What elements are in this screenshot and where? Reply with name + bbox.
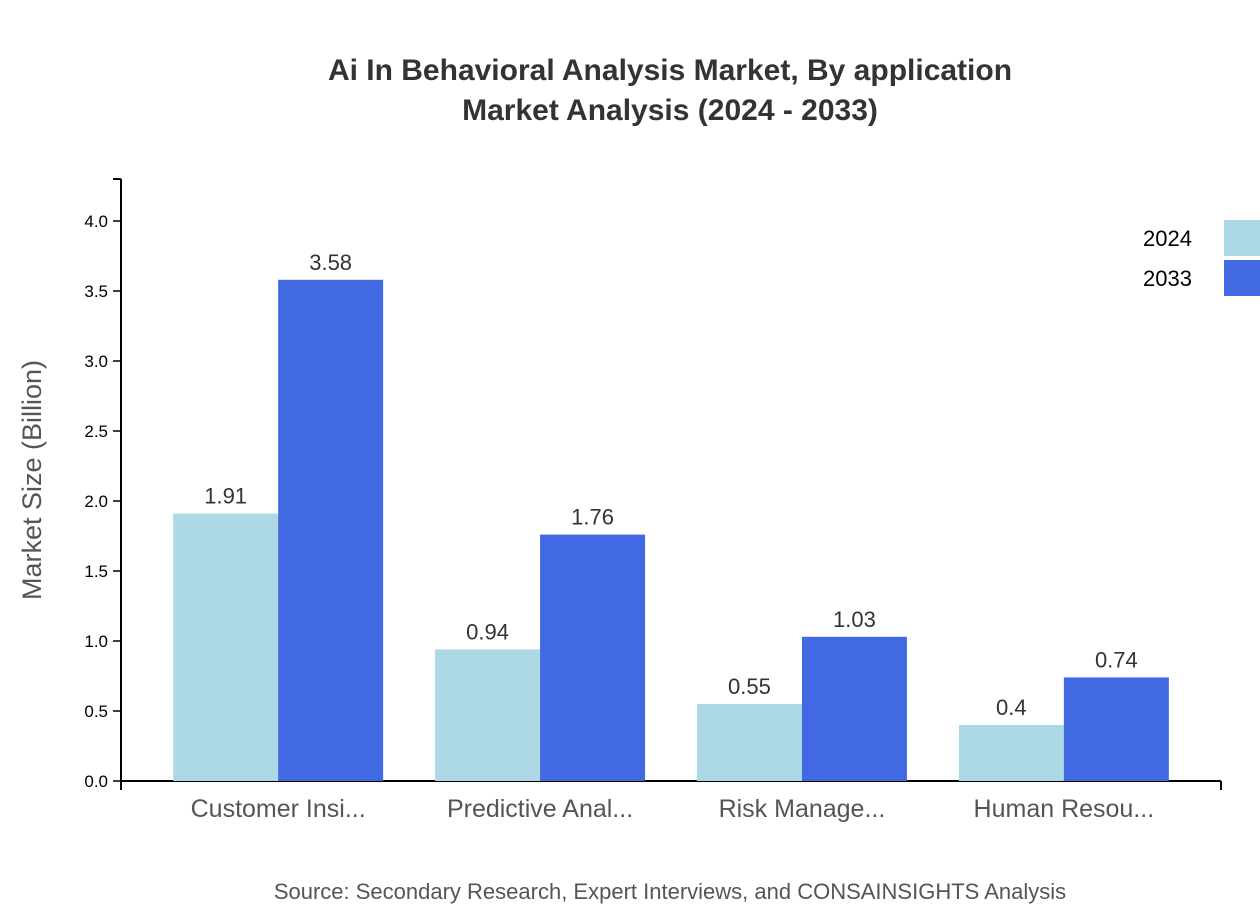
data-label: 0.55: [728, 674, 771, 699]
y-tick-label: 1.0: [84, 632, 108, 651]
data-label: 0.4: [996, 695, 1027, 720]
y-tick-label: 3.5: [84, 282, 108, 301]
y-axis-label: Market Size (Billion): [17, 360, 47, 600]
y-tick-label: 0.0: [84, 772, 108, 791]
data-label: 1.03: [833, 607, 876, 632]
bar-2033: [540, 534, 646, 781]
source-note: Source: Secondary Research, Expert Inter…: [274, 879, 1066, 904]
bar-2033: [801, 636, 907, 781]
data-label: 3.58: [309, 250, 352, 275]
y-tick-label: 2.0: [84, 492, 108, 511]
x-tick-label: Human Resou...: [974, 795, 1155, 823]
y-tick-label: 2.5: [84, 422, 108, 441]
data-label: 0.94: [466, 619, 509, 644]
legend-label: 2033: [1143, 266, 1192, 291]
data-label: 1.76: [571, 505, 614, 530]
data-label: 1.91: [204, 484, 247, 509]
chart-title-line-2: Market Analysis (2024 - 2033): [462, 94, 878, 127]
bar-2033: [1063, 677, 1169, 781]
bars: 1.91 3.58 0.94 1.76 0.55 1.03 0.4 0.74: [173, 250, 1169, 781]
y-tick-label: 0.5: [84, 702, 108, 721]
y-tick-label: 3.0: [84, 352, 108, 371]
bar-2033: [278, 279, 384, 781]
bar-2024: [435, 649, 541, 781]
legend: 2024 2033: [1143, 220, 1260, 296]
x-tick-label: Risk Manage...: [719, 795, 886, 823]
legend-swatch: [1224, 220, 1260, 256]
x-tick-label: Predictive Anal...: [447, 795, 633, 823]
x-tick-label: Customer Insi...: [191, 795, 366, 823]
y-tick-label: 1.5: [84, 562, 108, 581]
bar-2024: [696, 704, 802, 781]
legend-swatch: [1224, 260, 1260, 296]
bar-2024: [958, 725, 1064, 781]
legend-label: 2024: [1143, 226, 1192, 251]
bar-2024: [173, 513, 279, 781]
data-label: 0.74: [1095, 647, 1138, 672]
chart-title-line-1: Ai In Behavioral Analysis Market, By app…: [328, 54, 1012, 87]
y-tick-label: 4.0: [84, 212, 108, 231]
